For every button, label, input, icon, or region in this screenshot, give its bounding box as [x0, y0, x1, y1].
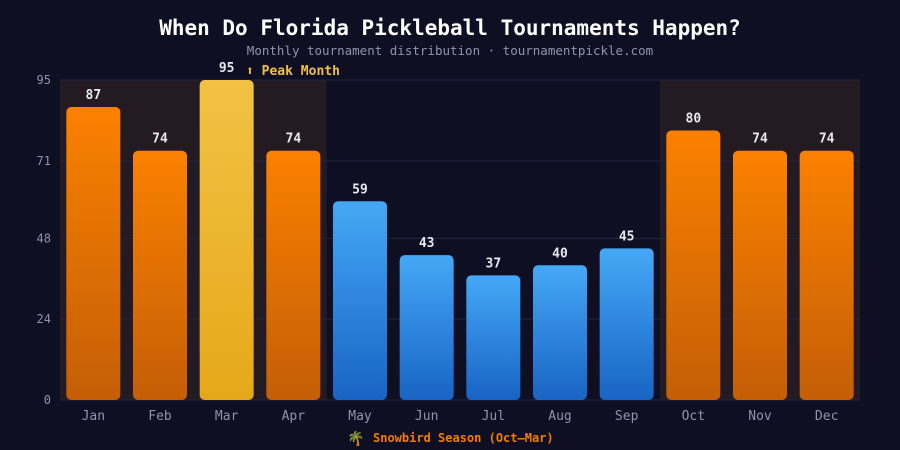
bar-apr: [266, 150, 321, 400]
palm-tree-icon: 🌴: [347, 430, 364, 447]
chart-title: When Do Florida Pickleball Tournaments H…: [159, 16, 741, 40]
x-tick-label: Jan: [82, 409, 105, 424]
bar-feb: [133, 150, 187, 400]
y-tick-label: 0: [44, 393, 51, 407]
bar-mar: [199, 80, 254, 400]
data-label: 45: [619, 229, 635, 244]
data-label: 74: [152, 132, 168, 147]
x-tick-label: Oct: [682, 409, 705, 424]
x-tick-label: Jul: [482, 409, 505, 424]
data-label: 74: [819, 132, 835, 147]
peak-annotation: ⬆ Peak Month: [246, 64, 340, 79]
y-tick-label: 48: [37, 231, 51, 245]
bar-jun: [399, 255, 454, 400]
data-label: 80: [686, 112, 702, 127]
y-tick-label: 71: [37, 154, 51, 168]
x-tick-label: Sep: [615, 409, 639, 424]
data-label: 43: [419, 236, 435, 251]
data-label: 37: [486, 256, 502, 271]
bar-jul: [466, 275, 521, 400]
x-tick-label: Apr: [282, 409, 306, 424]
y-tick-label: 24: [37, 312, 51, 326]
bar-sep: [599, 248, 654, 400]
x-tick-label: Jun: [415, 409, 438, 424]
season-legend: 🌴 Snowbird Season (Oct–Mar): [347, 430, 553, 447]
bar-oct: [666, 130, 721, 401]
x-tick-label: Nov: [748, 409, 772, 424]
bar-aug: [533, 265, 587, 400]
data-label: 95: [219, 61, 235, 76]
x-tick-label: May: [348, 409, 372, 424]
data-label: 74: [286, 132, 302, 147]
x-tick-label: Dec: [815, 409, 838, 424]
x-tick-label: Aug: [548, 409, 571, 424]
data-label: 87: [86, 88, 102, 103]
bar-may: [333, 201, 387, 400]
bar-jan: [66, 106, 121, 401]
bar-dec: [799, 150, 854, 400]
x-tick-label: Feb: [148, 409, 172, 424]
y-tick-label: 95: [37, 73, 51, 87]
data-label: 59: [352, 182, 368, 197]
season-label: Snowbird Season (Oct–Mar): [373, 431, 554, 445]
data-label: 74: [752, 132, 768, 147]
chart-subtitle: Monthly tournament distribution · tourna…: [247, 43, 653, 58]
data-label: 40: [552, 246, 568, 261]
bar-nov: [733, 150, 787, 400]
x-tick-label: Mar: [215, 409, 239, 424]
